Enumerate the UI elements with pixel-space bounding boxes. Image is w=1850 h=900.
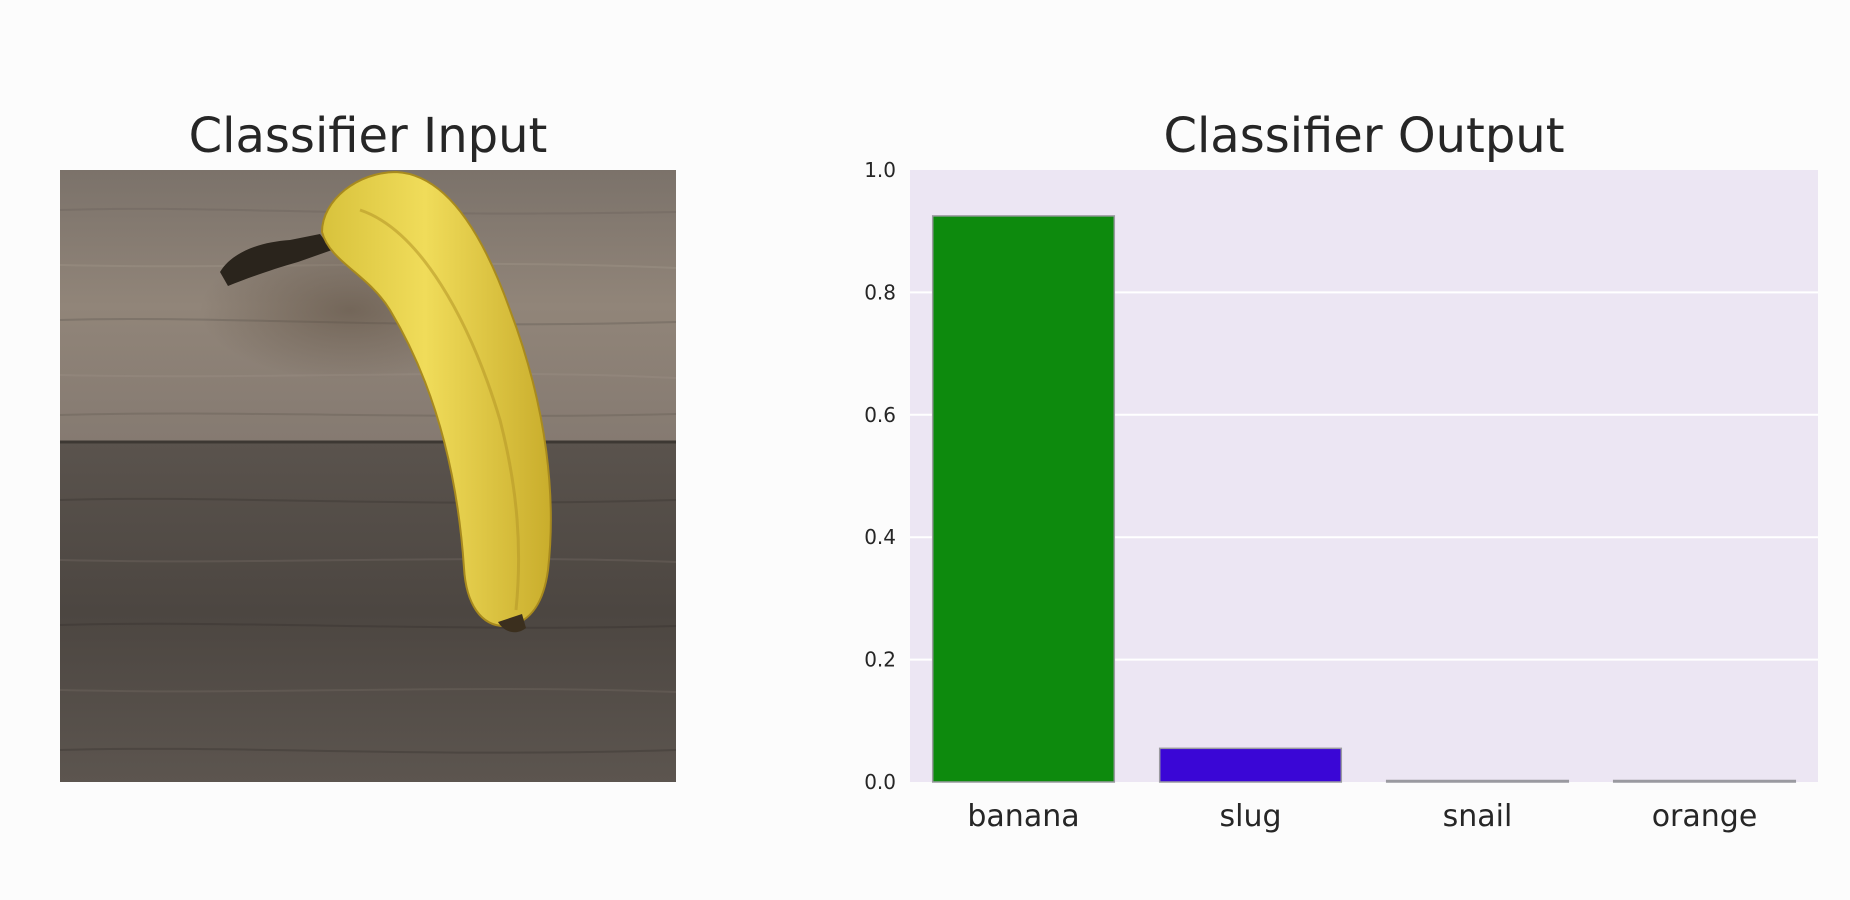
banana-tip <box>498 614 526 633</box>
x-tick-label-banana: banana <box>967 799 1079 834</box>
bar-layer <box>931 215 1797 783</box>
banana-stem <box>220 234 332 286</box>
classifier-input-image <box>60 170 676 782</box>
y-tick-label: 0.0 <box>864 770 896 794</box>
y-tick-label: 0.6 <box>864 403 896 427</box>
banana-ridge <box>359 208 521 611</box>
x-tick-label-slug: slug <box>1219 799 1281 834</box>
banana <box>320 170 552 628</box>
classifier-output-chart: 0.0 0.2 0.4 0.6 0.8 1.0 banana slug snail orange <box>864 158 1818 834</box>
y-tick-label: 1.0 <box>864 158 896 182</box>
x-tick-label-orange: orange <box>1652 799 1758 834</box>
y-axis-ticks: 0.0 0.2 0.4 0.6 0.8 1.0 <box>864 158 896 794</box>
bar-snail <box>1385 779 1570 783</box>
bar-slug <box>1158 747 1343 783</box>
wood-board-bottom <box>60 442 676 782</box>
bar-banana <box>931 215 1116 783</box>
input-title: Classifier Input <box>188 108 548 164</box>
output-title: Classifier Output <box>1163 108 1565 164</box>
x-tick-label-snail: snail <box>1443 799 1513 834</box>
x-axis-ticks: banana slug snail orange <box>967 799 1757 834</box>
y-tick-label: 0.4 <box>864 525 896 549</box>
bar-orange <box>1612 779 1797 783</box>
y-tick-label: 0.8 <box>864 280 896 304</box>
wood-grain <box>60 207 676 754</box>
y-tick-label: 0.2 <box>864 648 896 672</box>
